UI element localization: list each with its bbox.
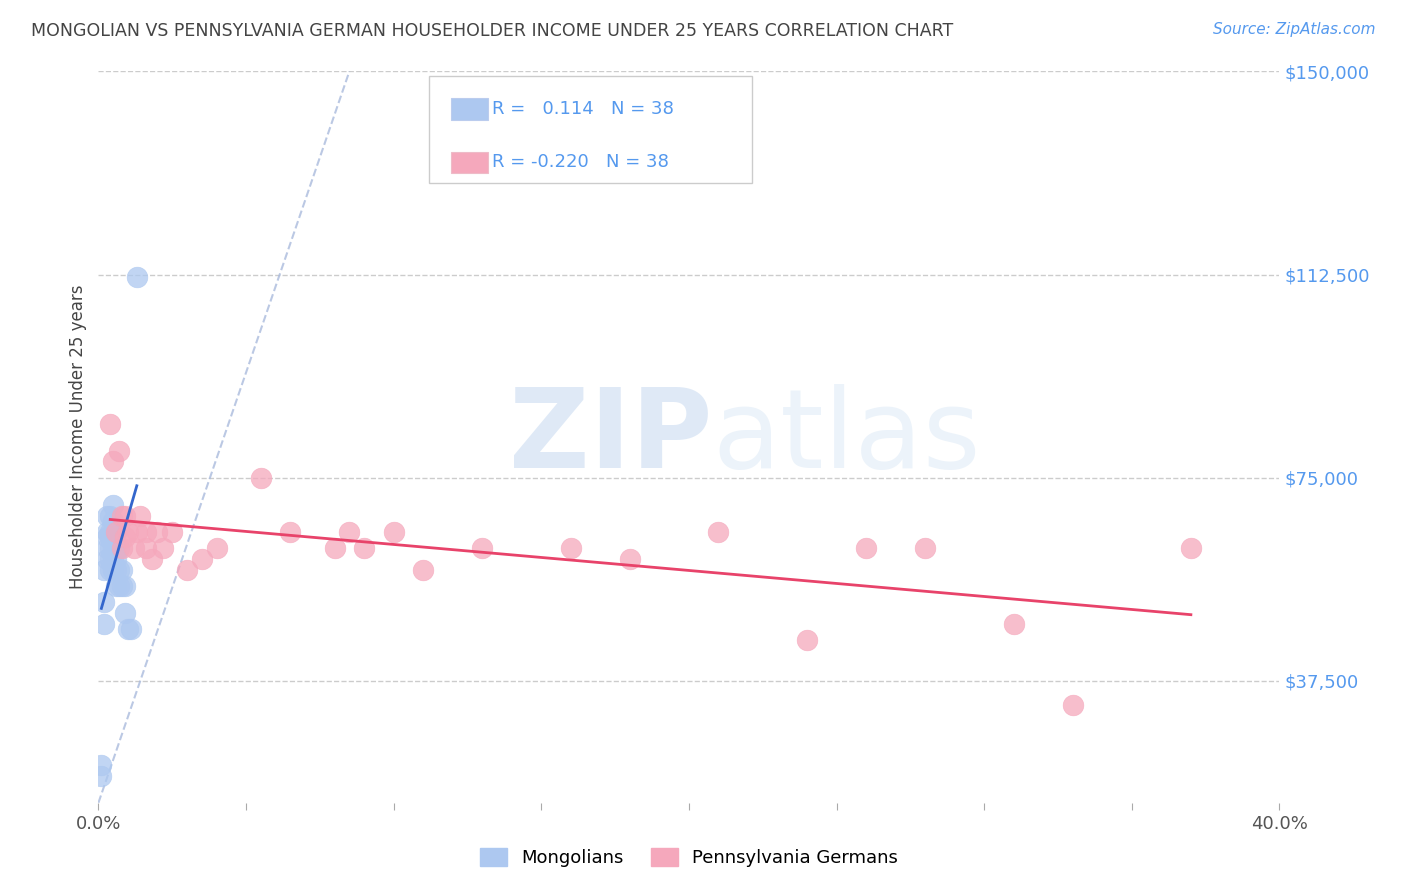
Point [98,508,121,523]
Point [162,524,183,539]
Point [103,552,125,566]
Point [98,541,121,556]
Point [105,579,128,593]
Point [96,524,118,539]
Point [103,541,125,556]
Text: atlas: atlas [713,384,981,491]
Point [135,541,157,556]
Point [114,508,136,523]
Point [122,541,145,556]
Point [1180,541,1202,556]
Point [796,633,818,648]
Point [280,524,302,539]
Text: ZIP: ZIP [509,384,713,491]
Point [128,508,150,523]
Point [98,552,121,566]
Point [135,524,157,539]
Point [96,552,118,566]
Point [125,524,148,539]
Point [98,524,121,539]
Point [93,595,115,609]
Point [176,563,198,577]
Point [146,524,169,539]
Point [412,563,434,577]
Point [103,563,125,577]
Point [108,443,131,458]
Point [117,623,139,637]
Point [323,541,346,556]
Point [105,552,128,566]
Point [103,514,125,528]
Y-axis label: Householder Income Under 25 years: Householder Income Under 25 years [69,285,87,590]
Point [93,563,115,577]
Point [111,579,134,593]
Point [103,498,125,512]
Point [111,508,134,523]
Point [339,524,361,539]
Text: MONGOLIAN VS PENNSYLVANIA GERMAN HOUSEHOLDER INCOME UNDER 25 YEARS CORRELATION C: MONGOLIAN VS PENNSYLVANIA GERMAN HOUSEHO… [31,22,953,40]
Point [152,541,174,556]
Point [96,508,118,523]
Point [103,524,125,539]
Point [105,524,128,539]
Point [1002,617,1025,632]
Point [111,563,134,577]
Point [90,757,112,772]
Point [105,541,128,556]
Point [117,524,139,539]
Point [125,270,148,285]
Point [98,563,121,577]
Point [120,623,142,637]
Point [114,606,136,620]
Point [108,563,131,577]
Legend: Mongolians, Pennsylvania Germans: Mongolians, Pennsylvania Germans [479,847,898,867]
Point [98,417,121,431]
Text: Source: ZipAtlas.com: Source: ZipAtlas.com [1212,22,1375,37]
Point [96,530,118,544]
Text: R = -0.220   N = 38: R = -0.220 N = 38 [492,153,669,171]
Point [103,454,125,468]
Point [382,524,405,539]
Point [96,541,118,556]
Point [191,552,214,566]
Point [141,552,163,566]
Point [93,617,115,632]
Point [98,530,121,544]
Point [205,541,228,556]
Point [855,541,877,556]
Point [471,541,494,556]
Point [250,471,273,485]
Point [105,563,128,577]
Point [103,530,125,544]
Point [114,530,136,544]
Point [353,541,375,556]
Point [619,552,641,566]
Point [560,541,582,556]
Point [105,524,128,539]
Point [114,579,136,593]
Point [111,541,134,556]
Point [1062,698,1084,713]
Point [707,524,730,539]
Text: R =   0.114   N = 38: R = 0.114 N = 38 [492,100,673,118]
Point [914,541,936,556]
Point [108,579,131,593]
Point [108,541,131,556]
Point [90,769,112,783]
